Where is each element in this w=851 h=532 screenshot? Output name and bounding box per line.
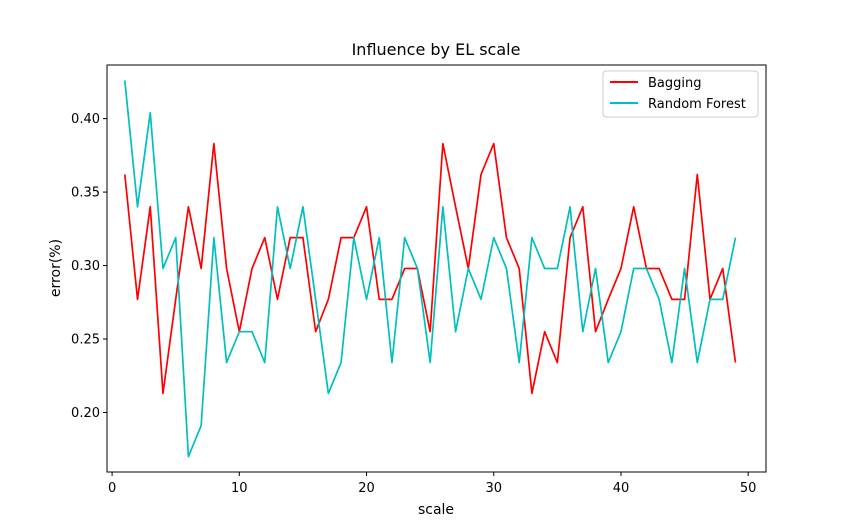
chart-title: Influence by EL scale <box>352 40 521 59</box>
y-tick-label: 0.40 <box>71 112 100 127</box>
x-tick-label: 40 <box>613 481 630 496</box>
y-axis-ticks: 0.20 0.25 0.30 0.35 0.40 <box>71 112 107 421</box>
x-tick-label: 20 <box>358 481 375 496</box>
y-tick-label: 0.35 <box>71 186 100 201</box>
series-line-bagging <box>123 142 737 395</box>
x-axis-title: scale <box>418 502 454 518</box>
x-axis-ticks: 0 10 20 30 40 50 <box>108 472 757 496</box>
plot-frame <box>106 64 767 473</box>
y-axis-title: error(%) <box>48 239 64 297</box>
y-tick-label: 0.25 <box>71 333 100 348</box>
y-tick-label: 0.20 <box>71 406 100 421</box>
legend-label-random-forest: Random Forest <box>648 97 746 112</box>
x-tick-label: 30 <box>485 481 502 496</box>
legend-box <box>602 70 759 118</box>
plot-lines <box>123 80 737 458</box>
legend-label-bagging: Bagging <box>648 76 702 91</box>
x-tick-label: 50 <box>740 481 757 496</box>
series-line-random-forest <box>123 80 737 458</box>
x-tick-label: 0 <box>108 481 116 496</box>
legend: Bagging Random Forest <box>602 70 759 118</box>
y-tick-label: 0.30 <box>71 259 100 274</box>
x-tick-label: 10 <box>231 481 248 496</box>
